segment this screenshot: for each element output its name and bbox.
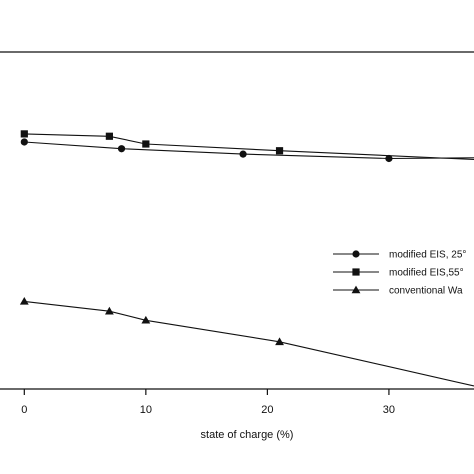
legend-item: modified EIS, 25°	[333, 250, 466, 261]
data-point	[141, 315, 151, 324]
series-layer	[19, 130, 474, 387]
data-point	[142, 140, 150, 148]
data-point	[20, 138, 28, 146]
data-point	[20, 130, 28, 138]
plot-frame	[0, 51, 474, 390]
legend-item: conventional Wa	[333, 286, 463, 297]
data-point	[117, 145, 126, 153]
legend-item: modified EIS,55°	[333, 268, 464, 279]
data-point	[239, 150, 247, 158]
legend-marker	[351, 285, 361, 294]
legend-marker	[352, 268, 360, 276]
legend-label: modified EIS, 25°	[389, 250, 466, 261]
data-point	[275, 147, 284, 155]
x-tick-label: 10	[140, 404, 152, 416]
data-point	[19, 296, 29, 305]
series-square	[20, 130, 474, 161]
x-axis-label: state of charge (%)	[201, 429, 294, 441]
series-triangle	[19, 296, 474, 387]
legend-label: modified EIS,55°	[389, 268, 464, 279]
x-tick-label: 30	[383, 404, 395, 416]
data-point	[385, 154, 393, 163]
series-line	[24, 300, 474, 387]
x-tick-label: 0	[21, 404, 27, 416]
data-point	[105, 132, 113, 140]
data-point	[275, 337, 284, 346]
legend: modified EIS, 25° modified EIS,55° convent…	[333, 250, 466, 297]
x-tick-label: 20	[261, 404, 273, 416]
series-circle	[20, 138, 474, 163]
data-point	[104, 306, 114, 315]
x-ticks: 0 10 20 30	[21, 389, 395, 416]
legend-label: conventional Wa	[389, 286, 463, 297]
legend-marker	[352, 250, 360, 258]
